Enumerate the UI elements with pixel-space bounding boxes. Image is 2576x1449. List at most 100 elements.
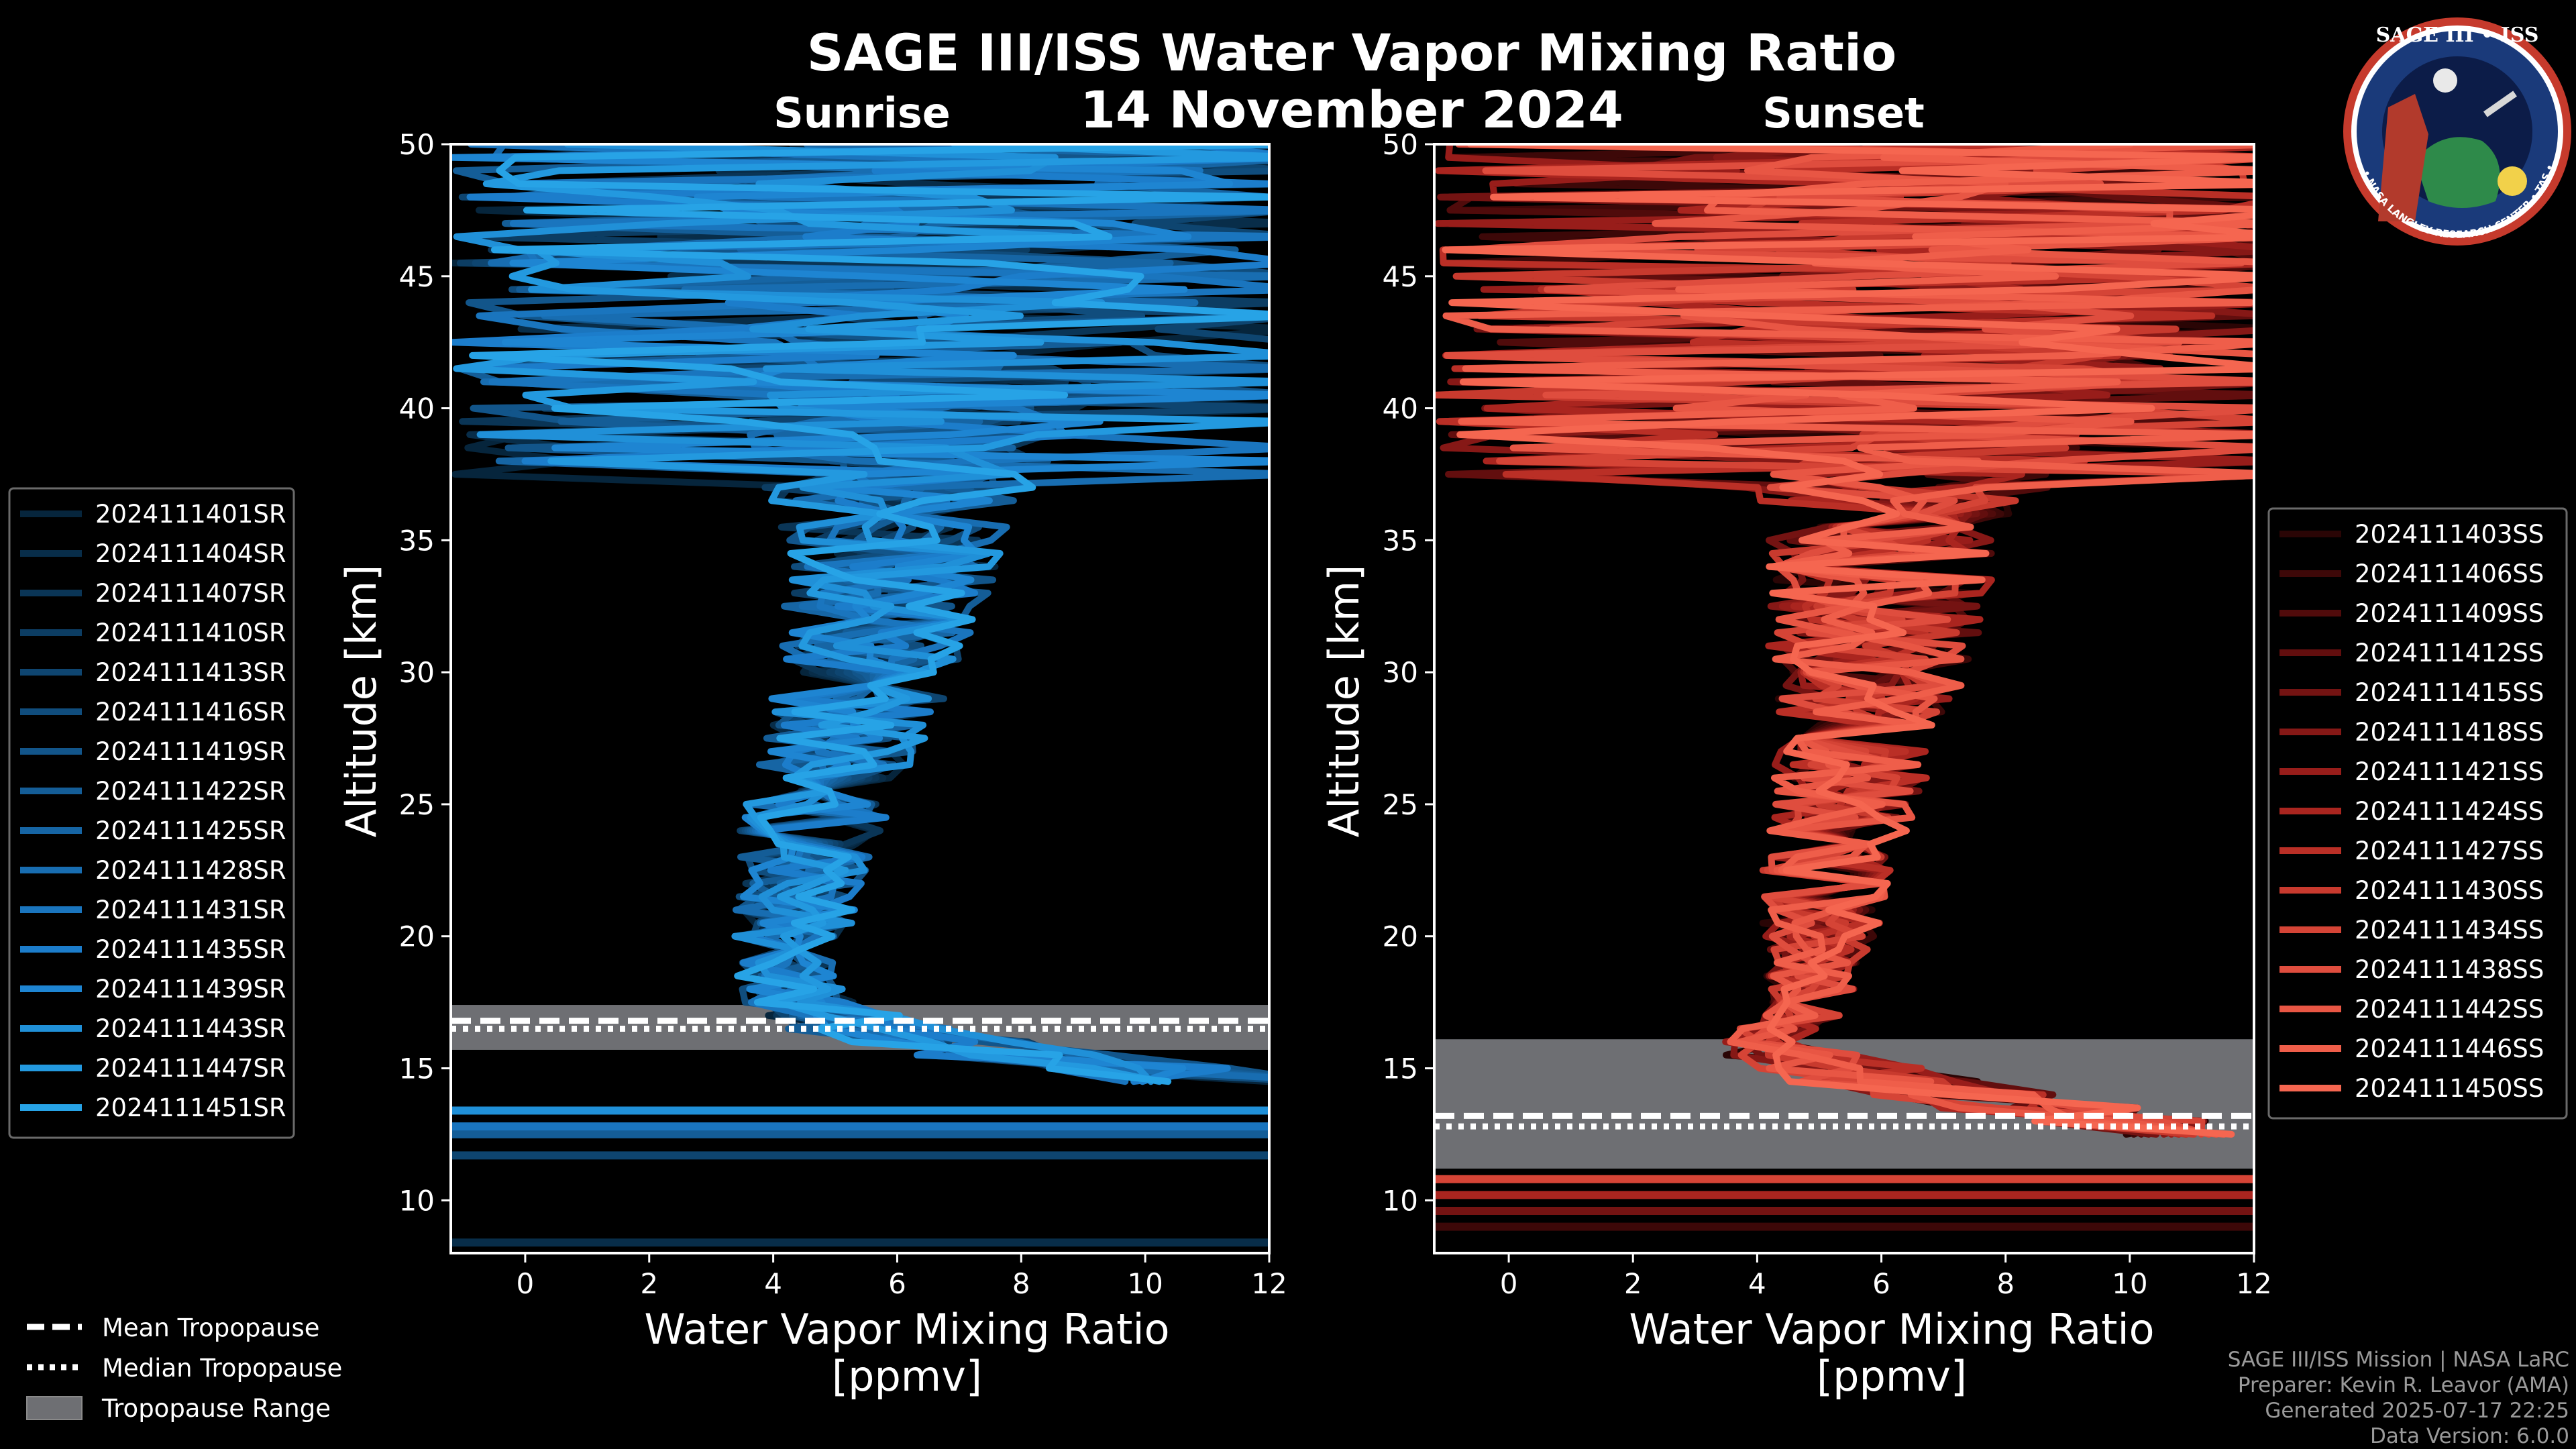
legend-label-2024111418SS: 2024111418SS (2355, 718, 2544, 747)
legend-label-2024111434SS: 2024111434SS (2355, 916, 2544, 945)
sunset-ytick-label: 50 (1383, 128, 1418, 161)
sunset-ytick-label: 45 (1383, 260, 1418, 293)
series-line-2024111450SS (1442, 144, 2254, 1138)
sunset-ytick-label: 40 (1383, 392, 1418, 425)
legend-label-2024111412SS: 2024111412SS (2355, 639, 2544, 667)
legend-label-2024111447SR: 2024111447SR (95, 1054, 286, 1083)
sunrise-ytick-label: 30 (399, 656, 435, 689)
credit-mission: SAGE III/ISS Mission | NASA LaRC (2228, 1348, 2569, 1372)
series-line-2024111447SR (453, 144, 1269, 1085)
tropopause-range-swatch (26, 1396, 83, 1420)
sunrise-series-group (451, 144, 1269, 1247)
legend-label-2024111406SS: 2024111406SS (2355, 559, 2544, 588)
tropopause-range-label: Tropopause Range (101, 1394, 331, 1423)
sunset-plot-area (1434, 144, 2254, 1231)
sunset-ylabel: Altitude [km] (1320, 565, 1368, 838)
sunset-ytick-label: 35 (1383, 524, 1418, 557)
sunrise-xtick-label: 8 (1012, 1267, 1030, 1300)
mean-tropopause-label: Mean Tropopause (102, 1313, 320, 1342)
legend-label-2024111446SS: 2024111446SS (2355, 1034, 2544, 1063)
sunrise-xtick-label: 4 (764, 1267, 782, 1300)
sunrise-ylabel: Altitude [km] (337, 565, 386, 838)
sunrise-ytick-label: 25 (399, 788, 435, 821)
legend-label-2024111450SS: 2024111450SS (2355, 1074, 2544, 1103)
sunset-xtick-label: 8 (1996, 1267, 2015, 1300)
legend-label-2024111416SR: 2024111416SR (95, 698, 286, 727)
sunset-xlabel-units: [ppmv] (1817, 1352, 1967, 1401)
sunrise-axes: 0 2 4 6 8 10 12 10 15 20 25 30 35 40 45 50 (399, 128, 1287, 1300)
legend-label-2024111403SS: 2024111403SS (2355, 520, 2544, 549)
sunrise-ytick-label: 50 (399, 128, 435, 161)
sunset-xtick-label: 12 (2236, 1267, 2271, 1300)
moon-icon (2433, 68, 2457, 93)
earth-icon (2415, 137, 2500, 208)
sunset-xtick-label: 0 (1500, 1267, 1518, 1300)
legend-label-2024111409SS: 2024111409SS (2355, 599, 2544, 628)
sunset-ytick-label: 20 (1383, 920, 1418, 953)
legend-label-2024111413SR: 2024111413SR (95, 658, 286, 687)
sunset-xtick-label: 2 (1624, 1267, 1642, 1300)
sunset-xtick-label: 10 (2112, 1267, 2147, 1300)
sunset-xtick-label: 4 (1748, 1267, 1766, 1300)
legend-label-2024111407SR: 2024111407SR (95, 579, 286, 608)
legend-label-2024111438SS: 2024111438SS (2355, 955, 2544, 984)
legend-label-2024111431SR: 2024111431SR (95, 896, 286, 924)
sunset-axes-frame (1433, 143, 2255, 1254)
legend-label-2024111430SS: 2024111430SS (2355, 876, 2544, 905)
sunset-series-group (1434, 144, 2254, 1231)
sunset-xtick-label: 6 (1872, 1267, 1890, 1300)
legend-label-2024111401SR: 2024111401SR (95, 500, 286, 529)
legend-label-2024111422SR: 2024111422SR (95, 777, 286, 806)
sunset-axes: 0 2 4 6 8 10 12 10 15 20 25 30 35 40 45 50 (1383, 128, 2272, 1300)
sunrise-ytick-label: 40 (399, 392, 435, 425)
legend-label-2024111427SS: 2024111427SS (2355, 837, 2544, 865)
sunrise-axes-frame (449, 143, 1271, 1254)
legend-box (2267, 507, 2568, 1120)
sunrise-legend: 2024111401SR 2024111404SR 2024111407SR 2024… (8, 487, 295, 1139)
legend-label-2024111410SR: 2024111410SR (95, 619, 286, 647)
sunset-ytick-label: 30 (1383, 656, 1418, 689)
credits: SAGE III/ISS Mission | NASA LaRC Prepare… (2228, 1348, 2569, 1448)
sunset-xlabel: Water Vapor Mixing Ratio (1629, 1305, 2154, 1354)
credit-data-version: Data Version: 6.0.0 (2370, 1424, 2569, 1448)
sunset-ytick-label: 15 (1383, 1053, 1418, 1085)
series-line-2024111451SR (469, 144, 1269, 1085)
sunrise-ytick-label: 45 (399, 260, 435, 293)
legend-box (8, 487, 295, 1139)
figure-silhouette-icon (2378, 94, 2428, 221)
legend-label-2024111425SR: 2024111425SR (95, 816, 286, 845)
sunset-ytick-label: 10 (1383, 1184, 1418, 1217)
legend-label-2024111435SR: 2024111435SR (95, 935, 286, 964)
sunrise-ytick-label: 35 (399, 524, 435, 557)
tropopause-legend: Mean Tropopause Median Tropopause Tropop… (26, 1313, 342, 1423)
sunrise-xtick-label: 12 (1251, 1267, 1287, 1300)
sunset-ytick-label: 25 (1383, 788, 1418, 821)
legend-label-2024111419SR: 2024111419SR (95, 737, 286, 766)
legend-label-2024111442SS: 2024111442SS (2355, 995, 2544, 1024)
sunrise-ytick-label: 20 (399, 920, 435, 953)
sunrise-xtick-label: 0 (517, 1267, 535, 1300)
sunset-panel: 0 2 4 6 8 10 12 10 15 20 25 30 35 40 45 50 Water Vapor … (1320, 128, 2272, 1401)
legend-label-2024111428SR: 2024111428SR (95, 856, 286, 885)
sunset-subtitle: Sunset (1762, 89, 1925, 138)
legend-label-2024111439SR: 2024111439SR (95, 975, 286, 1004)
sunrise-subtitle: Sunrise (773, 89, 951, 138)
median-tropopause-label: Median Tropopause (102, 1354, 342, 1383)
sunset-legend: 2024111403SS 2024111406SS 2024111409SS 2024… (2267, 507, 2568, 1120)
sunrise-xtick-label: 6 (888, 1267, 906, 1300)
legend-label-2024111404SR: 2024111404SR (95, 539, 286, 568)
sunrise-xlabel: Water Vapor Mixing Ratio (644, 1305, 1169, 1354)
sunrise-xtick-label: 10 (1127, 1267, 1163, 1300)
chart-date: 14 November 2024 (1080, 80, 1623, 140)
legend-label-2024111451SR: 2024111451SR (95, 1093, 286, 1122)
sunrise-panel: 0 2 4 6 8 10 12 10 15 20 25 30 35 40 45 50 Water Vapor … (337, 128, 1287, 1401)
sunrise-xlabel-units: [ppmv] (832, 1352, 982, 1401)
credit-generated: Generated 2025-07-17 22:25 (2265, 1399, 2569, 1423)
legend-label-2024111415SS: 2024111415SS (2355, 678, 2544, 707)
legend-label-2024111424SS: 2024111424SS (2355, 797, 2544, 826)
sunrise-xtick-label: 2 (640, 1267, 658, 1300)
sunrise-plot-area (451, 144, 1269, 1247)
credit-preparer: Preparer: Kevin R. Leavor (AMA) (2238, 1373, 2569, 1397)
iss-icon (2483, 91, 2517, 117)
